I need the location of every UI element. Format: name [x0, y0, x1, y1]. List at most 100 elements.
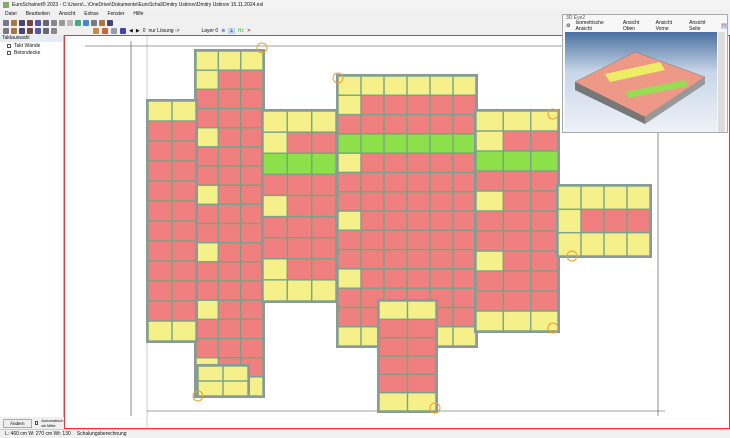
toolbar-icon[interactable]: [51, 19, 57, 26]
formwork-panel: [240, 300, 263, 320]
formwork-panel: [172, 261, 196, 281]
toolbar-icon[interactable]: [91, 19, 97, 26]
formwork-panel: [361, 134, 384, 153]
toolbar-icon[interactable]: [19, 27, 25, 34]
menu-ansicht[interactable]: Ansicht: [58, 11, 76, 17]
formwork-panel: [263, 153, 288, 175]
toolbar-icon[interactable]: [107, 19, 113, 26]
formwork-panel: [240, 147, 263, 166]
formwork-panel: [240, 70, 263, 90]
model-wall: [645, 77, 705, 124]
formwork-panel: [453, 307, 476, 327]
formwork-panel: [581, 232, 604, 256]
checkbox[interactable]: [7, 44, 11, 48]
formwork-panel: [503, 131, 531, 151]
formwork-panel: [361, 76, 384, 95]
frame-icon[interactable]: ⊓: [721, 23, 727, 29]
toolbar-icon[interactable]: [11, 19, 17, 26]
3d-view[interactable]: [565, 32, 717, 132]
formwork-panel: [453, 288, 476, 308]
measure-icon[interactable]: ⊥: [228, 27, 235, 34]
formwork-panel: [172, 161, 196, 181]
toolbar-icon[interactable]: [99, 19, 105, 26]
tab-side[interactable]: Ansicht Seite: [689, 20, 706, 32]
formwork-panel: [196, 147, 219, 166]
auto-label: Automatisch ab Mitte: [41, 418, 64, 428]
toolbar-icon[interactable]: [27, 27, 33, 34]
arrow-right-icon[interactable]: ▶: [135, 27, 140, 34]
toolbar-icon[interactable]: [19, 19, 25, 26]
tool-icon[interactable]: [102, 27, 108, 34]
delete-icon[interactable]: ✕: [246, 27, 252, 34]
menu-fenster[interactable]: Fenster: [107, 11, 125, 17]
formwork-panel: [430, 95, 453, 115]
formwork-panel: [604, 209, 627, 233]
toolbar-icon[interactable]: [35, 27, 41, 34]
toolbar-icon[interactable]: [3, 27, 9, 34]
tool-icon[interactable]: [93, 27, 99, 34]
formwork-panel: [407, 337, 436, 356]
formwork-panel: [263, 216, 288, 238]
formwork-panel: [311, 132, 336, 153]
menu-hilfe[interactable]: Hilfe: [133, 11, 144, 17]
formwork-panel: [338, 230, 361, 250]
formwork-panel: [338, 249, 361, 269]
formwork-panel: [407, 192, 430, 211]
formwork-panel: [338, 172, 361, 192]
formwork-panel: [148, 301, 172, 321]
counter[interactable]: 0: [142, 27, 146, 34]
toolbar-icon[interactable]: [83, 19, 89, 26]
formwork-panel: [530, 191, 558, 211]
toolbar-icon[interactable]: [75, 19, 81, 26]
formwork-panel: [407, 249, 430, 269]
formwork-panel: [558, 209, 581, 233]
formwork-panel: [476, 311, 504, 331]
formwork-panel: [287, 280, 312, 301]
green-tool-icon[interactable]: Hz: [237, 27, 244, 34]
formwork-panel: [338, 327, 361, 346]
toolbar-icon[interactable]: [51, 27, 57, 34]
formwork-panel: [311, 195, 336, 217]
drawing-canvas[interactable]: [64, 35, 730, 430]
menu-datei[interactable]: Datei: [5, 11, 17, 17]
formwork-panel: [430, 153, 453, 173]
toolbar-icon[interactable]: [27, 19, 33, 26]
formwork-panel: [287, 111, 312, 132]
tree-item[interactable]: Betondecke: [0, 50, 63, 56]
gear-icon[interactable]: ⚙: [566, 23, 571, 29]
tool-icon[interactable]: [120, 27, 126, 34]
menu-extras[interactable]: Extras: [84, 11, 99, 17]
scrollbar[interactable]: [718, 32, 725, 132]
toolbar-icon[interactable]: [67, 19, 73, 26]
toolbar-icon[interactable]: [43, 19, 49, 26]
solution-button[interactable]: nur Lösung ->: [148, 27, 180, 34]
tool-icon[interactable]: [111, 27, 117, 34]
toolbar-icon[interactable]: [43, 27, 49, 34]
tree-item[interactable]: Takt Wände: [0, 43, 63, 49]
formwork-panel: [453, 172, 476, 192]
toolbar-icon[interactable]: [11, 27, 17, 34]
formwork-panel: [407, 374, 436, 393]
formwork-panel: [476, 191, 504, 211]
change-button[interactable]: Ändern: [3, 418, 32, 428]
target-icon[interactable]: ⊗: [221, 27, 226, 34]
toolbar-icon[interactable]: [3, 19, 9, 26]
arrow-left-icon[interactable]: ◀: [129, 27, 133, 34]
formwork-panel: [148, 121, 172, 141]
tab-front[interactable]: Ansicht Vorne: [655, 20, 673, 32]
toolbar-icon[interactable]: [59, 19, 65, 26]
layer-select[interactable]: Layer 0: [201, 27, 219, 34]
formwork-panel: [453, 153, 476, 173]
floor-plan[interactable]: [65, 36, 730, 430]
auto-checkbox[interactable]: [34, 421, 39, 425]
checkbox[interactable]: [7, 51, 11, 55]
formwork-panel: [407, 319, 436, 338]
tab-isometric[interactable]: Isometrische Ansicht: [575, 20, 604, 32]
toolbar-icon[interactable]: [35, 19, 41, 26]
formwork-panel: [338, 192, 361, 211]
formwork-panel: [311, 259, 336, 280]
formwork-panel: [240, 127, 263, 147]
formwork-panel: [530, 111, 558, 131]
tab-top[interactable]: Ansicht Oben: [622, 20, 640, 32]
menu-bearbeiten[interactable]: Bearbeiten: [25, 11, 50, 17]
